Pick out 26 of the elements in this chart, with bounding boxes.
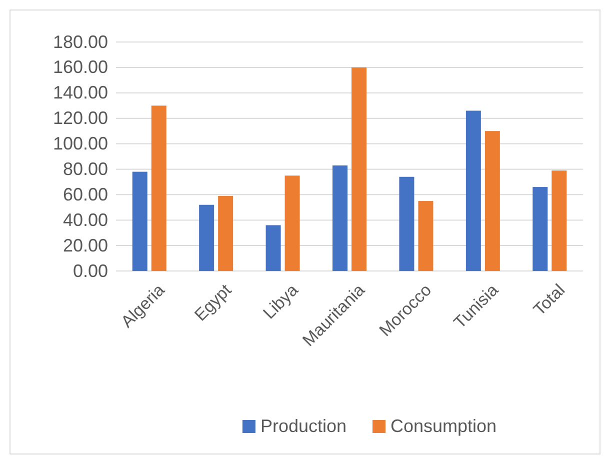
y-tick-label: 0.00 <box>72 260 108 281</box>
y-tick-label: 180.00 <box>52 32 108 52</box>
y-tick-label: 40.00 <box>62 210 108 230</box>
bar <box>199 204 214 271</box>
y-tick-label: 80.00 <box>62 158 108 179</box>
legend-label: Consumption <box>390 416 497 436</box>
bar <box>532 187 548 271</box>
bar <box>266 225 281 271</box>
bar <box>399 176 414 271</box>
legend-label: Production <box>260 416 346 436</box>
y-tick-label: 140.00 <box>52 82 108 103</box>
bar <box>466 110 481 271</box>
bar <box>418 201 434 271</box>
y-tick-label: 100.00 <box>52 134 108 154</box>
bar <box>284 176 300 271</box>
bar <box>151 106 166 271</box>
bar <box>484 131 500 271</box>
bar <box>132 172 148 271</box>
y-tick-label: 20.00 <box>62 235 108 256</box>
bar <box>218 196 234 271</box>
y-tick-label: 120.00 <box>52 108 108 128</box>
y-tick-label: 160.00 <box>52 57 108 78</box>
y-tick-label: 60.00 <box>62 184 108 204</box>
bar <box>552 170 567 271</box>
bar <box>332 165 348 271</box>
bar <box>352 67 366 271</box>
